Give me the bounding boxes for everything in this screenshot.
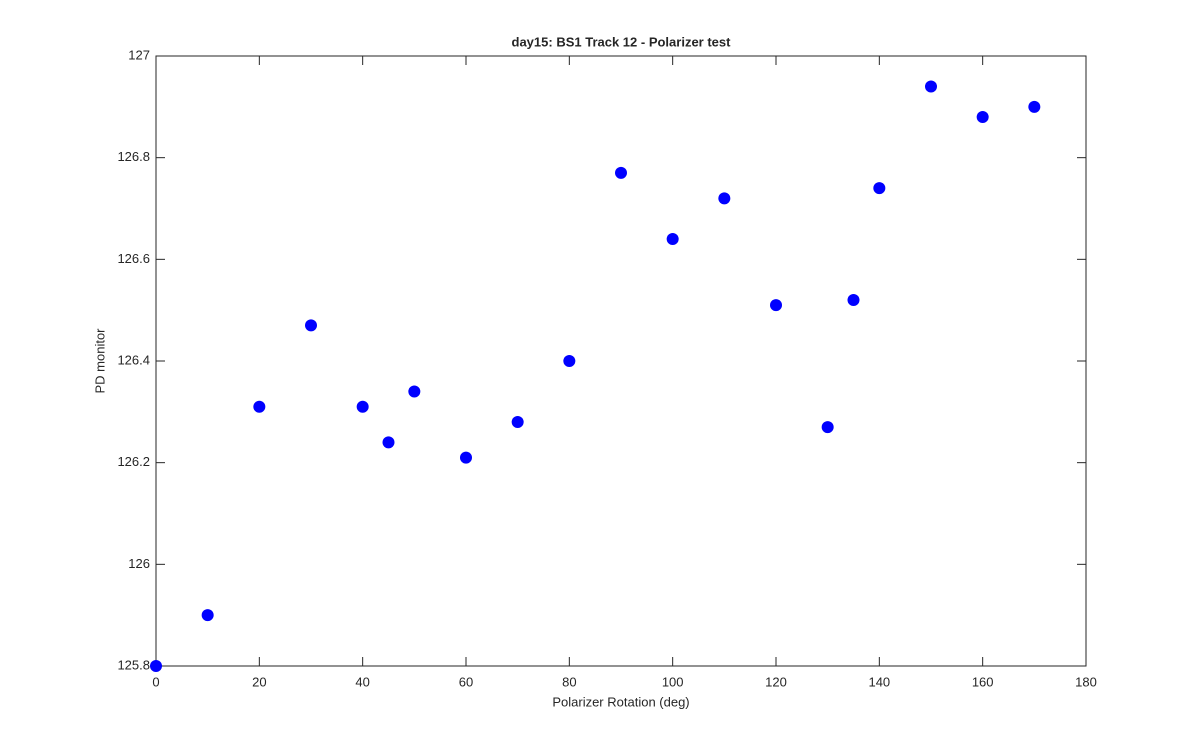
x-tick-label: 40 [355,674,369,689]
x-tick-label: 20 [252,674,266,689]
data-point [305,319,317,332]
data-point [615,166,627,179]
data-point [847,294,860,306]
data-point [718,192,731,205]
x-tick-label: 180 [1075,674,1097,689]
data-point [770,299,782,312]
y-tick-label: 127 [128,47,150,62]
data-point [382,436,395,449]
x-tick-label: 60 [459,674,473,689]
x-tick-label: 0 [152,674,159,689]
data-point [511,416,524,428]
data-point [821,421,834,434]
data-point [408,385,421,398]
y-tick-label: 125.8 [117,657,150,672]
x-axis-label: Polarizer Rotation (deg) [552,694,689,709]
x-tick-label: 120 [765,674,787,689]
y-tick-label: 126.2 [117,454,150,469]
data-point [1028,100,1041,113]
data-point [460,451,472,464]
data-point [356,400,369,413]
y-tick-label: 126 [128,556,150,571]
x-tick-label: 80 [562,674,576,689]
x-tick-label: 100 [662,674,684,689]
data-point [976,111,989,123]
data-point [201,609,214,622]
chart-title: day15: BS1 Track 12 - Polarizer test [512,34,732,49]
y-tick-label: 126.6 [117,251,150,266]
x-tick-label: 160 [972,674,994,689]
x-tick-label: 140 [868,674,890,689]
y-tick-label: 126.4 [117,352,150,367]
data-point [666,233,679,245]
data-point [925,80,937,93]
data-point [253,400,266,413]
y-axis-label: PD monitor [92,328,107,394]
data-point [563,355,576,367]
data-point [150,660,162,672]
y-tick-label: 126.8 [117,149,150,164]
data-point [873,182,886,195]
